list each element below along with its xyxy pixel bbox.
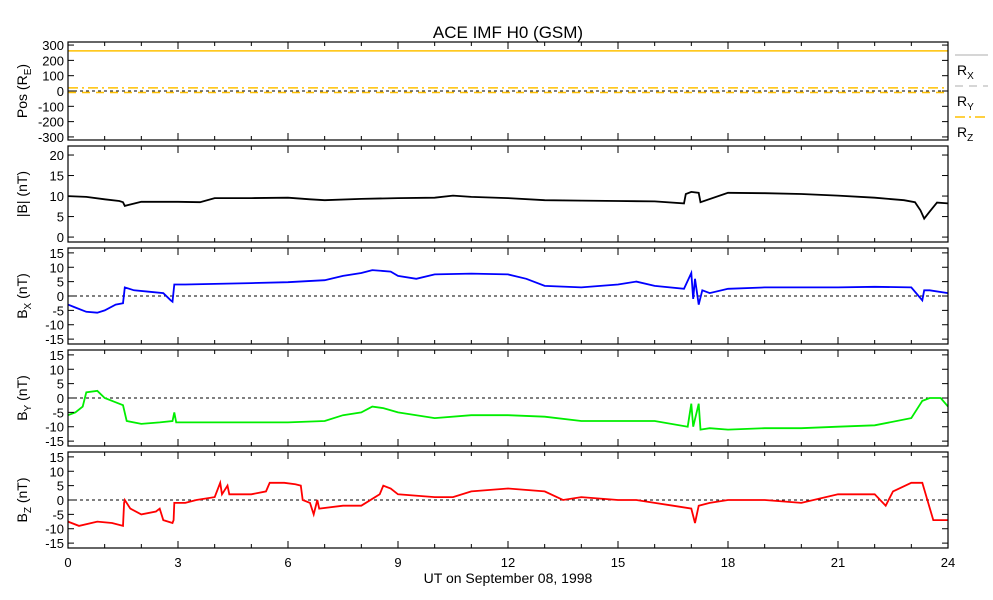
- y-tick-label: 10: [50, 362, 64, 377]
- y-tick-label: -200: [38, 115, 64, 130]
- legend-label-rz: RZ: [957, 124, 973, 144]
- y-label-main: B: [14, 411, 30, 420]
- y-tick-label: 0: [57, 289, 64, 304]
- series-b: [67, 190, 949, 221]
- x-tick-label: 6: [284, 555, 291, 570]
- y-label-main: B: [14, 513, 30, 522]
- y-tick-label: 5: [57, 275, 64, 290]
- y-label-unit: (nT): [14, 477, 30, 507]
- y-axis-label: BX (nT): [14, 273, 34, 319]
- x-tick-label: 9: [394, 555, 401, 570]
- y-tick-label: 0: [57, 230, 64, 245]
- y-label-sub: Z: [23, 507, 34, 513]
- y-tick-label: -5: [52, 303, 64, 318]
- y-tick-label: 10: [50, 189, 64, 204]
- y-tick-label: 20: [50, 148, 64, 163]
- legend: RX RY RZ: [955, 54, 988, 144]
- y-axis-label: BZ (nT): [14, 477, 34, 522]
- x-tick-label: 21: [831, 555, 845, 570]
- legend-label-ry: RY: [957, 93, 974, 113]
- y-label-sub: E: [23, 68, 34, 75]
- y-label-unit: ): [14, 64, 30, 69]
- series-by: [67, 389, 949, 431]
- series-bz: [67, 479, 948, 528]
- y-label-unit: (nT): [14, 171, 30, 201]
- y-label-main: |B|: [14, 200, 30, 217]
- y-tick-label: -15: [45, 332, 64, 347]
- x-tick-label: 15: [611, 555, 625, 570]
- y-tick-label: 15: [50, 348, 64, 363]
- y-label-sub: X: [23, 302, 34, 309]
- x-tick-label: 24: [941, 555, 955, 570]
- y-tick-label: -15: [45, 434, 64, 449]
- y-label-unit: (nT): [14, 273, 30, 303]
- y-tick-label: 100: [42, 69, 64, 84]
- x-tick-labels: 0 3 6 9 12 15 18 21 24: [64, 555, 955, 570]
- y-tick-label: 10: [50, 464, 64, 479]
- series-bx: [67, 269, 949, 314]
- panel-1: 20 15 10 5 0 |B| (nT): [14, 145, 949, 245]
- x-tick-label: 12: [501, 555, 515, 570]
- y-label-unit: (nT): [14, 375, 30, 405]
- y-tick-label: -15: [45, 536, 64, 551]
- y-tick-label: 200: [42, 53, 64, 68]
- y-tick-label: 5: [57, 210, 64, 225]
- legend-label-rx: RX: [957, 62, 974, 82]
- x-tick-label: 3: [174, 555, 181, 570]
- y-tick-label: 10: [50, 260, 64, 275]
- y-tick-label: 0: [57, 493, 64, 508]
- y-tick-label: 300: [42, 38, 64, 53]
- y-tick-label: -5: [52, 507, 64, 522]
- y-axis-label: |B| (nT): [14, 171, 30, 217]
- x-axis-label: UT on September 08, 1998: [424, 570, 593, 586]
- y-axis-label: BY (nT): [14, 375, 34, 421]
- y-label-pre: (R: [14, 75, 30, 90]
- y-tick-label: 0: [57, 391, 64, 406]
- chart-title: ACE IMF H0 (GSM): [433, 23, 583, 42]
- y-tick-label: -300: [38, 130, 64, 145]
- x-tick-label: 18: [721, 555, 735, 570]
- y-tick-label: -10: [45, 522, 64, 537]
- y-label-sub: Y: [23, 404, 34, 411]
- y-tick-label: -100: [38, 99, 64, 114]
- y-label-main: B: [14, 309, 30, 318]
- y-tick-label: 15: [50, 246, 64, 261]
- y-tick-label: -10: [45, 318, 64, 333]
- y-tick-label: 15: [50, 450, 64, 465]
- y-tick-label: 0: [57, 84, 64, 99]
- y-tick-label: 15: [50, 169, 64, 184]
- y-axis-label: Pos (RE): [14, 64, 34, 118]
- y-tick-label: 5: [57, 479, 64, 494]
- y-label-main: Pos: [14, 90, 30, 118]
- y-tick-label: -5: [52, 405, 64, 420]
- y-tick-label: -10: [45, 420, 64, 435]
- y-tick-label: 5: [57, 377, 64, 392]
- x-tick-label: 0: [64, 555, 71, 570]
